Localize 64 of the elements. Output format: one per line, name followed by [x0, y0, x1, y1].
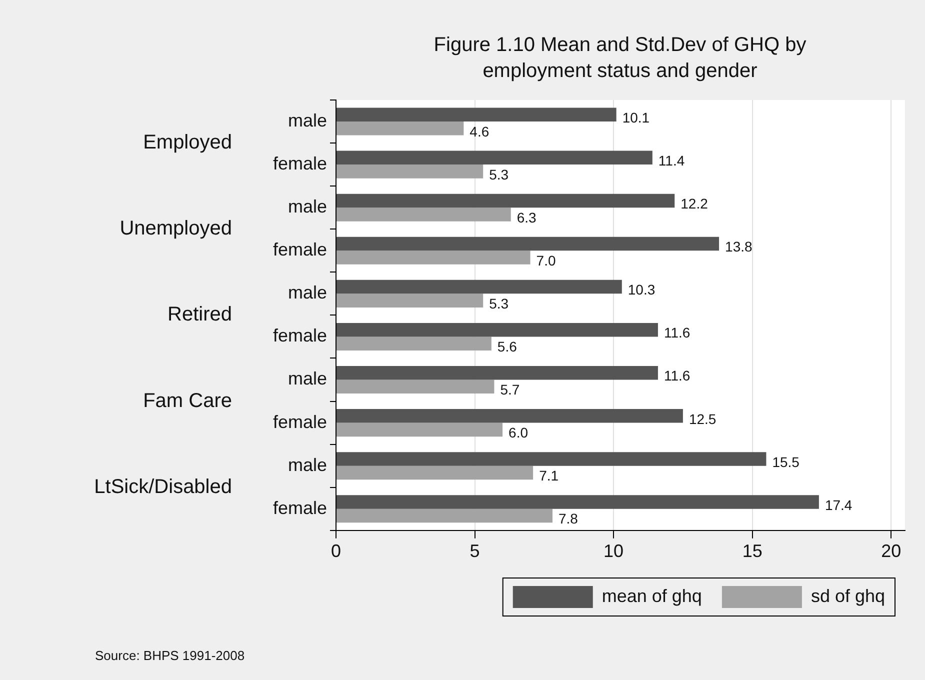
data-label: 13.8 [725, 238, 752, 255]
y-tick-label: male [288, 368, 327, 389]
chart-title: Figure 1.10 Mean and Std.Dev of GHQ by employment status and gender [432, 33, 808, 84]
bar [336, 508, 552, 523]
data-label: 12.2 [680, 196, 708, 212]
x-tick-label: 5 [470, 541, 480, 562]
data-label: 7.8 [558, 510, 578, 527]
data-label: 11.4 [658, 152, 685, 169]
bar [336, 108, 616, 122]
data-label: 11.6 [664, 368, 690, 384]
legend-label: mean of ghq [602, 586, 702, 606]
x-tick-label: 15 [742, 541, 762, 562]
bar [336, 466, 534, 480]
legend-label: sd of ghq [810, 586, 886, 606]
bar [336, 452, 766, 466]
y-tick-label: female [272, 412, 327, 432]
data-label: 10.3 [628, 282, 656, 298]
text: LtSick/Disabled [94, 476, 232, 498]
bar [336, 194, 675, 208]
x-tick-label: 20 [881, 541, 902, 562]
bar [336, 250, 530, 264]
y-tick-label: male [288, 282, 327, 303]
x-tick-label: 0 [330, 541, 342, 562]
bar [336, 236, 720, 251]
data-label: 4.6 [470, 123, 490, 140]
bar [336, 409, 683, 423]
data-label: 6.3 [516, 209, 537, 226]
bar [336, 336, 492, 350]
y-tick-label: female [272, 326, 327, 346]
bar [336, 150, 652, 165]
text: Retired [168, 304, 232, 326]
bar [336, 164, 484, 178]
data-label: 5.6 [497, 338, 518, 354]
y-tick-label: female [272, 498, 327, 518]
x-tick-label: 10 [604, 541, 624, 562]
source-note: Source: BHPS 1991-2008 [95, 648, 245, 663]
y-tick-label: female [272, 154, 327, 174]
bar [336, 122, 464, 136]
text: Unemployed [120, 218, 232, 240]
y-tick-label: female [272, 240, 327, 260]
data-label: 7.0 [536, 252, 556, 268]
data-label: 10.1 [622, 109, 650, 126]
data-label: 7.1 [539, 468, 559, 484]
y-tick-label: male [288, 454, 327, 475]
bar [336, 366, 658, 380]
text: Fam Care [143, 390, 232, 412]
data-label: 12.5 [688, 410, 716, 427]
data-label: 15.5 [772, 454, 800, 470]
data-label: 5.7 [500, 382, 520, 398]
bar [336, 322, 658, 337]
bar [336, 495, 819, 509]
data-label: 17.4 [824, 496, 852, 513]
bar [336, 380, 494, 394]
data-label: 6.0 [508, 424, 528, 441]
text: Employed [143, 132, 232, 154]
data-label: 5.3 [489, 166, 509, 182]
y-tick-label: male [288, 196, 327, 217]
bar [336, 208, 511, 222]
data-label: 11.6 [664, 324, 690, 341]
bar [336, 294, 484, 308]
bar [336, 422, 503, 437]
y-tick-label: male [288, 110, 327, 130]
bar [336, 280, 622, 294]
data-label: 5.3 [489, 295, 509, 312]
